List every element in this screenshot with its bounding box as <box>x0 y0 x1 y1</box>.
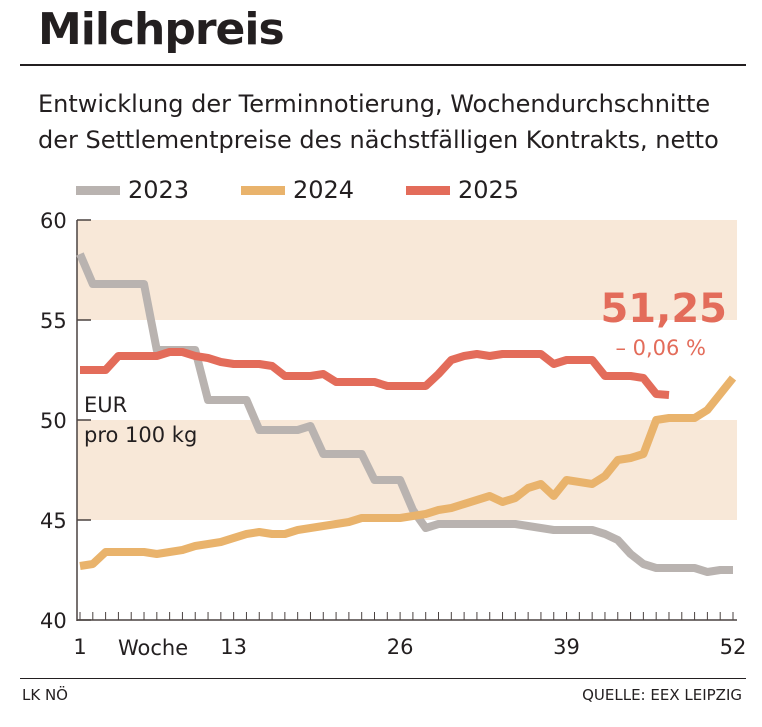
y-tick-label: 45 <box>40 509 67 533</box>
y-tick-label: 50 <box>40 409 67 433</box>
y-axis-label-line-1: EUR <box>84 393 127 417</box>
legend-item-2025: 2025 <box>406 176 519 204</box>
page-title: Milchpreis <box>38 4 285 55</box>
legend-swatch <box>76 185 120 195</box>
legend-label: 2024 <box>293 176 355 204</box>
x-tick-label: 26 <box>387 635 414 659</box>
x-tick-label: 13 <box>220 635 247 659</box>
footer-source: QUELLE: EEX LEIPZIG <box>582 686 742 704</box>
series-line-2024 <box>79 375 737 570</box>
series-line-2025 <box>80 348 670 399</box>
legend-swatch <box>406 185 450 195</box>
background-band <box>77 220 737 320</box>
x-tick-label: 39 <box>553 635 580 659</box>
latest-value-annotation: 51,25 <box>600 286 727 332</box>
x-axis-label: Woche <box>118 636 188 660</box>
y-tick-label: 40 <box>40 609 67 633</box>
footer-credit: LK NÖ <box>22 686 68 704</box>
subtitle-line-2: der Settlementpreise des nächstfälligen … <box>38 126 719 154</box>
legend-item-2024: 2024 <box>241 176 354 204</box>
change-annotation: – 0,06 % <box>615 336 706 360</box>
legend-label: 2025 <box>458 176 520 204</box>
legend-label: 2023 <box>128 176 190 204</box>
y-axis-label-line-2: pro 100 kg <box>84 423 197 447</box>
x-tick-label: 1 <box>73 635 86 659</box>
x-tick-label: 52 <box>720 635 747 659</box>
y-tick-label: 55 <box>40 309 67 333</box>
footer-rule <box>20 678 746 679</box>
legend-item-2023: 2023 <box>76 176 189 204</box>
title-rule <box>20 64 746 66</box>
y-tick-label: 60 <box>40 209 67 233</box>
subtitle: Entwicklung der Terminnotierung, Wochend… <box>38 86 719 158</box>
legend-swatch <box>241 185 285 195</box>
subtitle-line-1: Entwicklung der Terminnotierung, Wochend… <box>38 90 711 118</box>
